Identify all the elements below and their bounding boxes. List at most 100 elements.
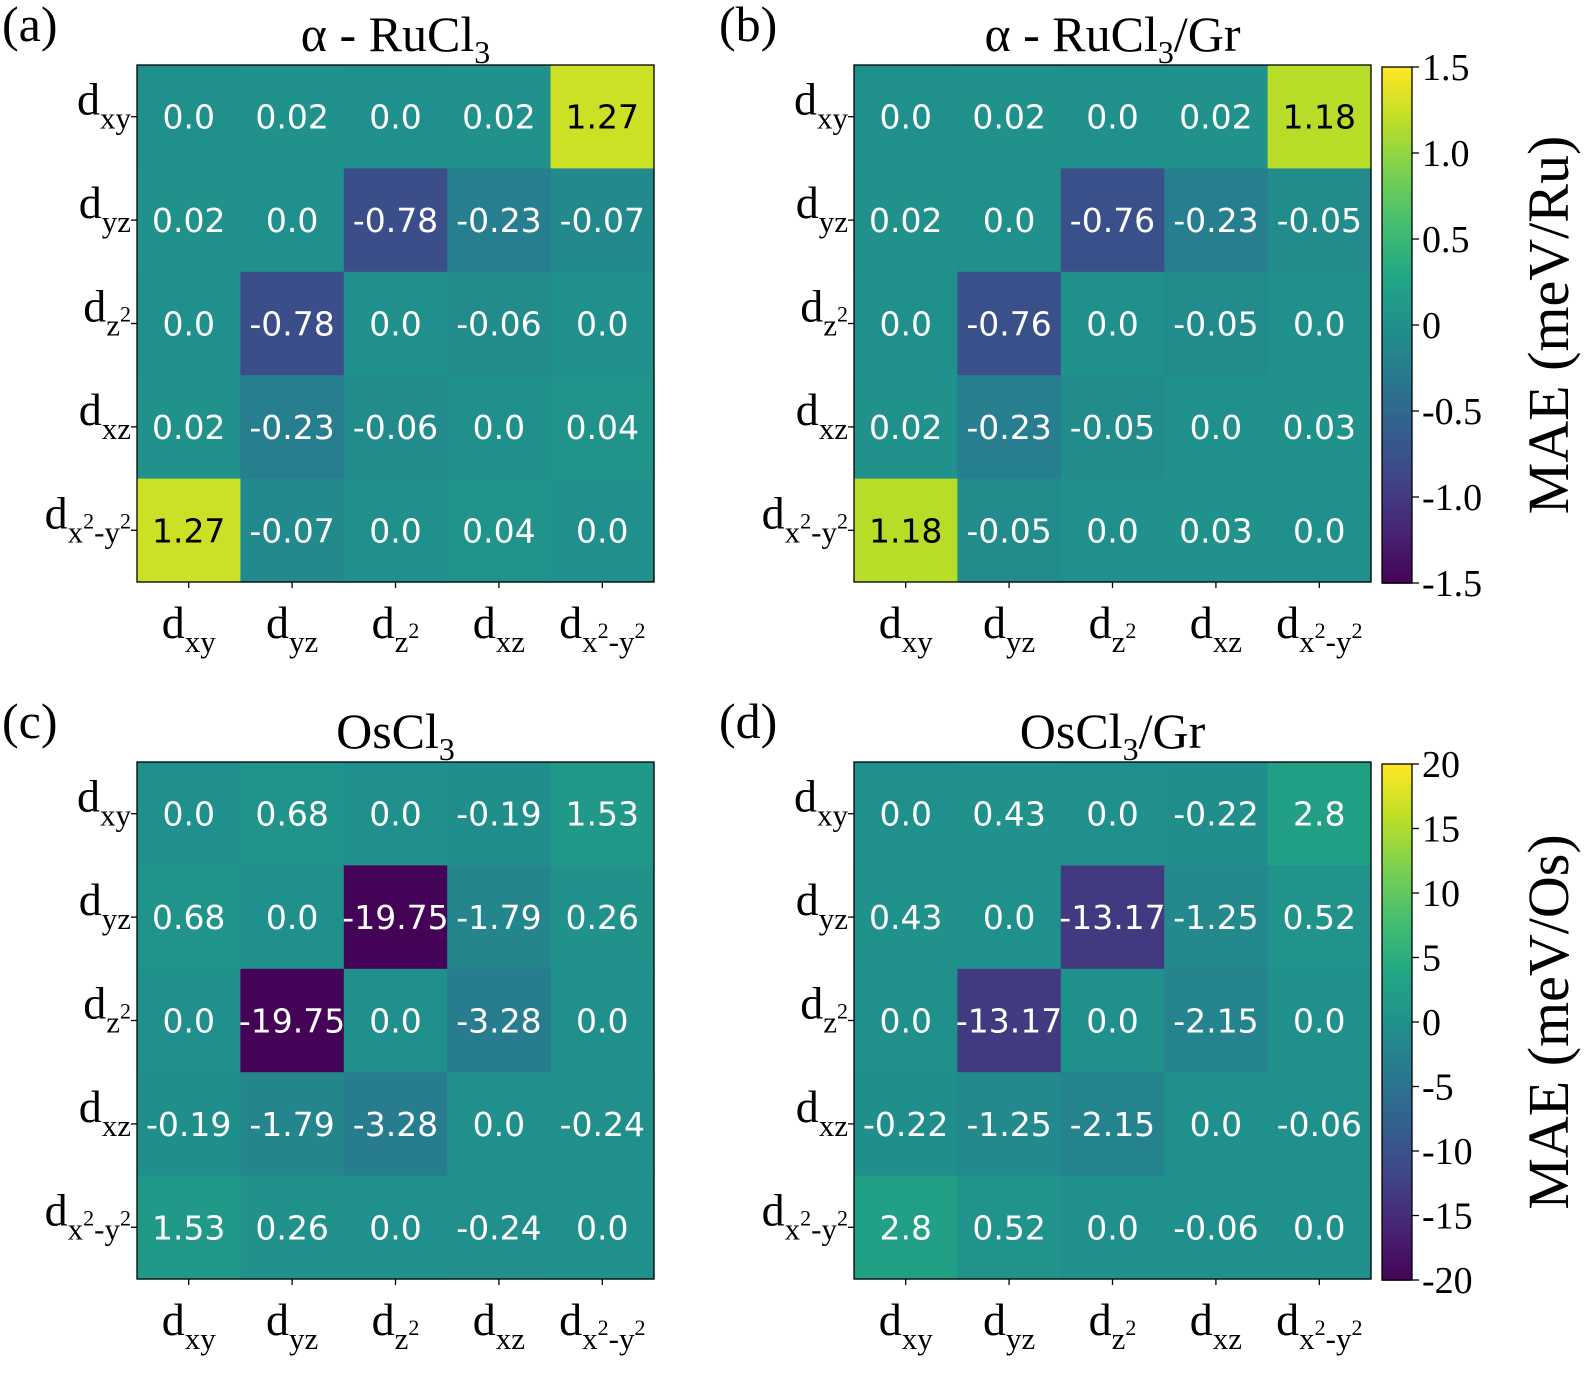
heatmap-cell: [240, 168, 345, 273]
y-tick-label: dz2: [83, 978, 131, 1040]
heatmap-cell: [1267, 375, 1372, 480]
colorbar-segment: [1382, 918, 1412, 924]
colorbar-segment: [1382, 781, 1412, 787]
cell-value-label: 0.0: [369, 98, 421, 137]
heatmap-cell: [240, 762, 345, 866]
colorbar-segment: [1382, 368, 1412, 374]
colorbar-segment: [1382, 196, 1412, 202]
cell-value-label: 1.27: [152, 511, 225, 550]
colorbar-segment: [1382, 363, 1412, 369]
colorbar-segment: [1382, 1206, 1412, 1212]
colorbar-segment: [1382, 888, 1412, 894]
cell-value-label: 0.0: [162, 1002, 214, 1041]
heatmap-cell: [447, 865, 552, 970]
colorbar-segment: [1382, 273, 1412, 279]
heatmap-cell: [854, 478, 958, 583]
heatmap-cell: [447, 968, 552, 1073]
colorbar-segment: [1382, 282, 1412, 288]
colorbar-segment: [1382, 84, 1412, 90]
colorbar-segment: [1382, 1172, 1412, 1178]
y-tick-label: dz2: [800, 978, 848, 1040]
colorbar-segment: [1382, 1271, 1412, 1277]
panel-letter: (a): [2, 0, 58, 52]
colorbar-segment: [1382, 837, 1412, 843]
colorbar-segment: [1382, 1004, 1412, 1010]
x-tick-label: dx2-y2: [1276, 1294, 1362, 1356]
heatmap-cell: [1267, 762, 1372, 866]
cell-value-label: -2.15: [1173, 1002, 1258, 1041]
colorbar-segment: [1382, 402, 1412, 408]
y-tick-label: dxy: [77, 74, 132, 136]
colorbar-segment: [1382, 1060, 1412, 1066]
colorbar-segment: [1382, 953, 1412, 959]
heatmap-cell: [550, 762, 655, 866]
heatmap-cell: [854, 968, 958, 1073]
heatmap-cell: [137, 478, 241, 583]
cell-value-label: 0.0: [576, 1208, 628, 1247]
colorbar-segment: [1382, 527, 1412, 533]
cell-value-label: 0.0: [369, 795, 421, 834]
colorbar-segment: [1382, 406, 1412, 412]
heatmap-cell: [1164, 375, 1269, 480]
colorbar-segment: [1382, 1043, 1412, 1049]
colorbar-segment: [1382, 359, 1412, 365]
heatmap-cell: [240, 65, 345, 169]
colorbar-segment: [1382, 1237, 1412, 1243]
colorbar-segment: [1382, 832, 1412, 838]
colorbar-tick-label: 1.5: [1422, 47, 1470, 89]
colorbar-segment: [1382, 871, 1412, 877]
colorbar-segment: [1382, 428, 1412, 434]
heatmap-cell: [1164, 478, 1269, 583]
colorbar-segment: [1382, 290, 1412, 296]
colorbar-segment: [1382, 114, 1412, 120]
cell-value-label: 0.0: [1190, 408, 1242, 447]
cell-value-label: -1.79: [249, 1105, 334, 1144]
colorbar-segment: [1382, 1194, 1412, 1200]
colorbar-segment: [1382, 540, 1412, 546]
heatmap-cell: [137, 1072, 241, 1177]
colorbar-tick-label: 10: [1422, 873, 1460, 915]
colorbar-segment: [1382, 436, 1412, 442]
colorbar-segment: [1382, 1202, 1412, 1208]
colorbar-segment: [1382, 277, 1412, 283]
y-tick-label: dyz: [796, 177, 848, 239]
colorbar-segment: [1382, 1163, 1412, 1169]
heatmap-cell: [447, 478, 552, 583]
colorbar-segment: [1382, 488, 1412, 494]
colorbar-segment: [1382, 1022, 1412, 1028]
colorbar-segment: [1382, 144, 1412, 150]
colorbar-segment: [1382, 531, 1412, 537]
y-tick-label: dyz: [79, 177, 131, 239]
colorbar-segment: [1382, 497, 1412, 503]
colorbar-segment: [1382, 462, 1412, 468]
colorbar-segment: [1382, 880, 1412, 886]
colorbar-segment: [1382, 191, 1412, 197]
cell-value-label: 0.26: [566, 898, 639, 937]
colorbar-segment: [1382, 1211, 1412, 1217]
colorbar-segment: [1382, 1120, 1412, 1126]
colorbar-segment: [1382, 1086, 1412, 1092]
heatmap-cell: [343, 375, 448, 480]
heatmap-cell: [343, 762, 448, 866]
y-tick-label: dyz: [796, 874, 848, 936]
cell-value-label: 1.53: [152, 1208, 225, 1247]
heatmap-cell: [343, 865, 448, 970]
cell-value-label: -0.78: [249, 305, 334, 344]
heatmap-cell: [550, 65, 655, 169]
heatmap-cell: [447, 375, 552, 480]
colorbar-segment: [1382, 75, 1412, 81]
colorbar-segment: [1382, 88, 1412, 94]
colorbar-segment: [1382, 419, 1412, 425]
colorbar-segment: [1382, 294, 1412, 300]
cell-value-label: 0.02: [972, 98, 1045, 137]
colorbar-segment: [1382, 122, 1412, 128]
colorbar-tick-label: 15: [1422, 809, 1460, 851]
colorbar-segment: [1382, 329, 1412, 335]
colorbar-segment: [1382, 518, 1412, 524]
colorbar-segment: [1382, 449, 1412, 455]
heatmap-cell: [343, 968, 448, 1073]
colorbar-segment: [1382, 802, 1412, 808]
cell-value-label: -0.23: [249, 408, 334, 447]
colorbar-segment: [1382, 811, 1412, 817]
cell-value-label: 0.0: [1293, 1002, 1345, 1041]
